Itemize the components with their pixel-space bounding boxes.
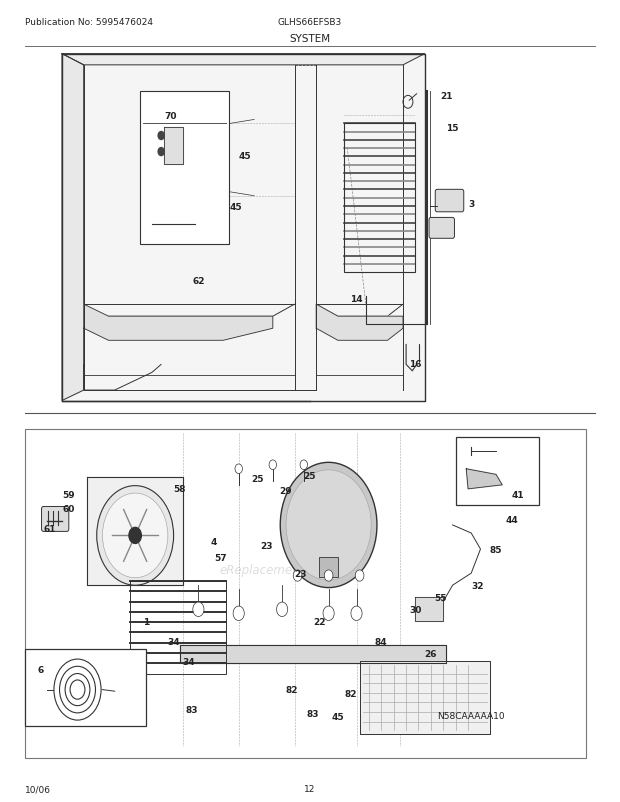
FancyBboxPatch shape xyxy=(42,507,69,532)
Text: Publication No: 5995476024: Publication No: 5995476024 xyxy=(25,18,153,26)
Text: 84: 84 xyxy=(375,637,388,646)
Circle shape xyxy=(277,602,288,617)
Circle shape xyxy=(102,493,168,578)
Circle shape xyxy=(97,486,174,585)
Text: N58CAAAAA10: N58CAAAAA10 xyxy=(437,711,505,720)
Text: 32: 32 xyxy=(471,581,484,590)
Text: 58: 58 xyxy=(174,484,186,494)
Text: 85: 85 xyxy=(490,545,502,554)
Circle shape xyxy=(233,606,244,621)
Text: 83: 83 xyxy=(307,709,319,719)
Circle shape xyxy=(280,463,377,588)
Polygon shape xyxy=(62,55,425,401)
Circle shape xyxy=(293,570,302,581)
Text: eReplacementParts.com: eReplacementParts.com xyxy=(219,563,363,576)
Bar xyxy=(344,124,415,273)
Text: 57: 57 xyxy=(214,553,226,562)
Polygon shape xyxy=(84,305,273,341)
Text: 1: 1 xyxy=(143,617,149,626)
Text: SYSTEM: SYSTEM xyxy=(290,34,330,43)
Polygon shape xyxy=(360,662,490,734)
Text: 23: 23 xyxy=(294,569,307,578)
Circle shape xyxy=(158,132,164,140)
Bar xyxy=(456,437,539,505)
Text: 45: 45 xyxy=(332,711,344,721)
FancyBboxPatch shape xyxy=(429,218,454,239)
Bar xyxy=(130,581,226,674)
Text: 34: 34 xyxy=(183,657,195,666)
Text: 29: 29 xyxy=(279,486,291,496)
Polygon shape xyxy=(87,477,183,585)
Text: 70: 70 xyxy=(164,111,177,121)
Polygon shape xyxy=(316,305,403,341)
Text: 34: 34 xyxy=(167,637,180,646)
Text: 12: 12 xyxy=(304,784,316,793)
Text: 44: 44 xyxy=(505,515,518,525)
Text: 6: 6 xyxy=(37,665,43,674)
Text: 82: 82 xyxy=(285,685,298,695)
Text: 83: 83 xyxy=(186,705,198,715)
Text: 25: 25 xyxy=(304,471,316,480)
Text: 61: 61 xyxy=(43,525,56,534)
Text: 41: 41 xyxy=(512,490,524,500)
Polygon shape xyxy=(415,597,443,622)
Text: 22: 22 xyxy=(313,617,326,626)
Text: 25: 25 xyxy=(251,474,264,484)
Circle shape xyxy=(158,148,164,156)
FancyBboxPatch shape xyxy=(435,190,464,213)
Text: 62: 62 xyxy=(192,276,205,286)
Text: 10/06: 10/06 xyxy=(25,784,51,793)
Text: 23: 23 xyxy=(260,541,273,550)
Text: 45: 45 xyxy=(239,152,251,161)
Circle shape xyxy=(323,606,334,621)
Bar xyxy=(25,650,146,726)
Text: 82: 82 xyxy=(344,689,356,699)
Text: 21: 21 xyxy=(440,91,453,101)
Text: 15: 15 xyxy=(446,124,459,133)
Circle shape xyxy=(351,606,362,621)
Circle shape xyxy=(286,470,371,581)
Polygon shape xyxy=(466,469,502,489)
Text: 14: 14 xyxy=(350,294,363,304)
Circle shape xyxy=(129,528,141,544)
Text: 45: 45 xyxy=(229,202,242,212)
Circle shape xyxy=(300,460,308,470)
Text: 55: 55 xyxy=(434,593,446,602)
Circle shape xyxy=(269,460,277,470)
Text: GLHS66EFSB3: GLHS66EFSB3 xyxy=(278,18,342,26)
Circle shape xyxy=(355,570,364,581)
Bar xyxy=(140,92,229,245)
Text: 60: 60 xyxy=(62,504,74,514)
Text: 3: 3 xyxy=(468,200,474,209)
Text: 26: 26 xyxy=(425,649,437,658)
Polygon shape xyxy=(164,128,183,164)
Text: 4: 4 xyxy=(211,537,217,546)
Polygon shape xyxy=(62,55,84,401)
Text: 16: 16 xyxy=(409,359,422,369)
Bar xyxy=(25,429,586,758)
Polygon shape xyxy=(62,55,425,66)
Polygon shape xyxy=(180,646,446,663)
Text: 30: 30 xyxy=(409,605,422,614)
Text: 59: 59 xyxy=(62,490,74,500)
Bar xyxy=(319,557,338,577)
Circle shape xyxy=(324,570,333,581)
Circle shape xyxy=(235,464,242,474)
Circle shape xyxy=(193,602,204,617)
